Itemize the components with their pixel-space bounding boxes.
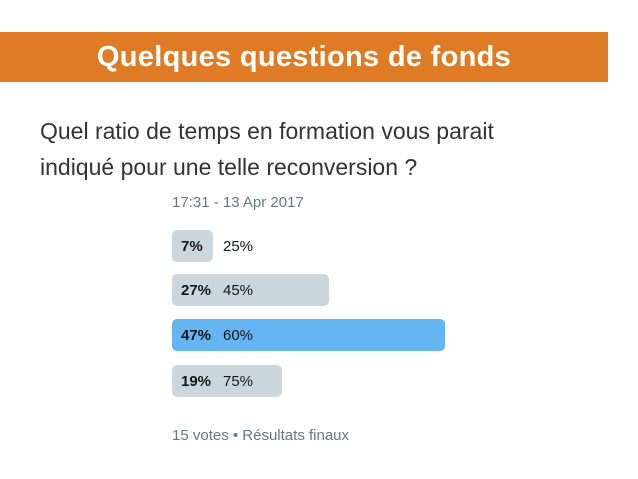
poll-question: Quel ratio de temps en formation vous pa… bbox=[40, 113, 600, 185]
poll-timestamp: 17:31 - 13 Apr 2017 bbox=[172, 194, 304, 211]
poll-label-2: 45% bbox=[223, 281, 254, 299]
poll-option-1[interactable]: 7% 25% bbox=[172, 230, 253, 262]
poll-footer: 15 votes • Résultats finaux bbox=[172, 427, 350, 444]
question-line-1: Quel ratio de temps en formation vous pa… bbox=[40, 118, 494, 144]
poll-bar-1 bbox=[172, 230, 213, 262]
poll-option-3[interactable]: 47% 60% bbox=[172, 319, 445, 351]
poll-percent-1: 7% bbox=[181, 237, 203, 255]
question-line-2: indiqué pour une telle reconversion ? bbox=[40, 154, 418, 180]
poll-percent-3: 47% bbox=[181, 326, 212, 344]
poll-label-1: 25% bbox=[223, 237, 254, 255]
slide-title: Quelques questions de fonds bbox=[96, 40, 512, 73]
poll-bar-4 bbox=[172, 365, 282, 397]
poll-option-4[interactable]: 19% 75% bbox=[172, 365, 282, 397]
title-bar: Quelques questions de fonds bbox=[0, 32, 608, 82]
poll-bar-2 bbox=[172, 274, 329, 306]
poll-label-4: 75% bbox=[223, 372, 254, 390]
poll-percent-4: 19% bbox=[181, 372, 212, 390]
poll-label-3: 60% bbox=[223, 326, 254, 344]
poll-option-2[interactable]: 27% 45% bbox=[172, 274, 329, 306]
poll-percent-2: 27% bbox=[181, 281, 212, 299]
poll-bar-3 bbox=[172, 319, 445, 351]
